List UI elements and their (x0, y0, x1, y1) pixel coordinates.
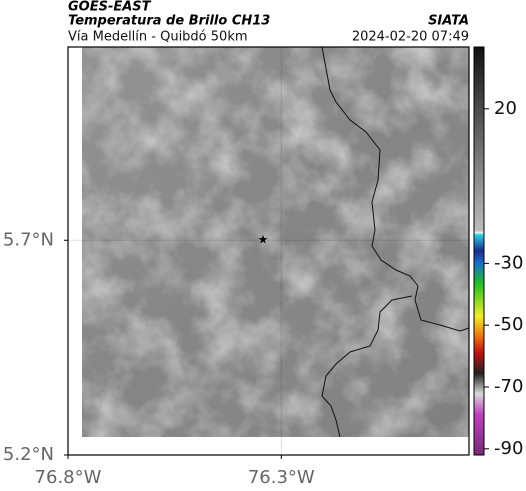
map-image (82, 46, 470, 438)
marker: ★ (258, 233, 269, 247)
colorbar-tick-label: -90 (494, 438, 523, 459)
plot-frame (67, 46, 470, 456)
colorbar (473, 46, 485, 456)
image-shade (82, 47, 469, 437)
subtitle: Temperatura de Brillo CH13 (68, 14, 270, 29)
colorbar-tick-label: -70 (494, 376, 523, 397)
y-tick-label: 5.2°N (3, 444, 54, 465)
location: Vía Medellín - Quibdó 50km (68, 30, 248, 45)
border (321, 46, 470, 332)
title: GOES-EAST (68, 0, 152, 15)
y-tick-label: 5.7°N (3, 229, 54, 250)
border (321, 295, 413, 438)
timestamp: 2024-02-20 07:49 (352, 30, 469, 45)
colorbar-tick-label: -30 (494, 252, 523, 273)
source: SIATA (428, 14, 469, 29)
x-tick-label: 76.3°W (248, 467, 315, 488)
colorbar-tick-label: 20 (494, 98, 517, 119)
x-tick-label: 76.8°W (35, 467, 102, 488)
colorbar-tick-label: -50 (494, 314, 523, 335)
